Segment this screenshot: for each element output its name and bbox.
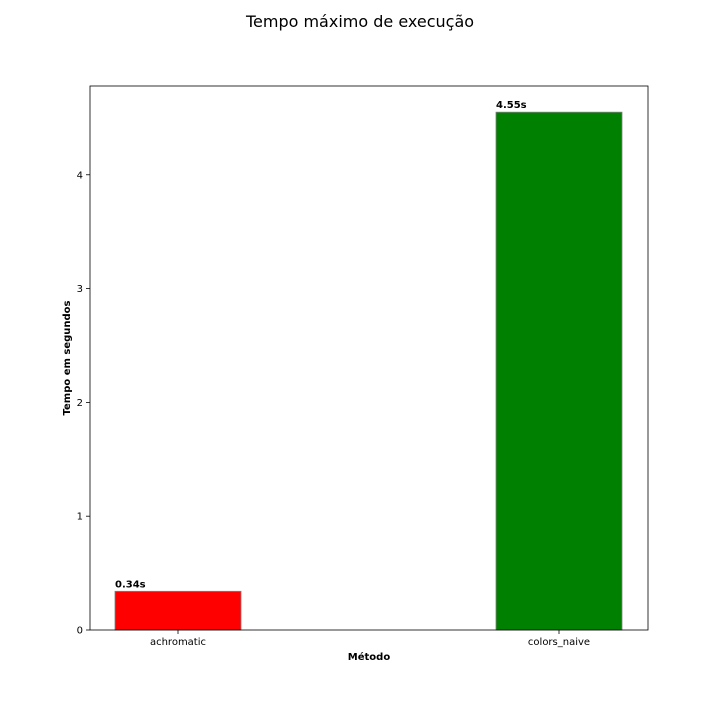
y-tick-label: 1 (77, 512, 83, 523)
plot-area: 0.34s 4.55s (114, 100, 623, 631)
y-tick-label: 4 (77, 170, 83, 181)
bar-colors_naive (495, 111, 623, 631)
y-tick-label: 2 (77, 398, 83, 409)
y-tick-label: 0 (77, 626, 83, 637)
x-axis-label: Método (348, 651, 391, 663)
chart-title: Tempo máximo de execução (245, 12, 474, 31)
y-axis: 0 1 2 3 4 (77, 170, 90, 637)
bar-achromatic (114, 590, 242, 631)
data-label-colors_naive: 4.55s (496, 100, 527, 111)
y-tick-label: 3 (77, 284, 83, 295)
plot-frame (89, 85, 649, 631)
x-tick-label-colors_naive: colors_naive (528, 637, 590, 648)
x-tick-label-achromatic: achromatic (150, 637, 206, 648)
y-axis-label: Tempo em segundos (62, 300, 73, 415)
x-axis: achromatic colors_naive (150, 630, 590, 648)
data-label-achromatic: 0.34s (115, 579, 146, 590)
